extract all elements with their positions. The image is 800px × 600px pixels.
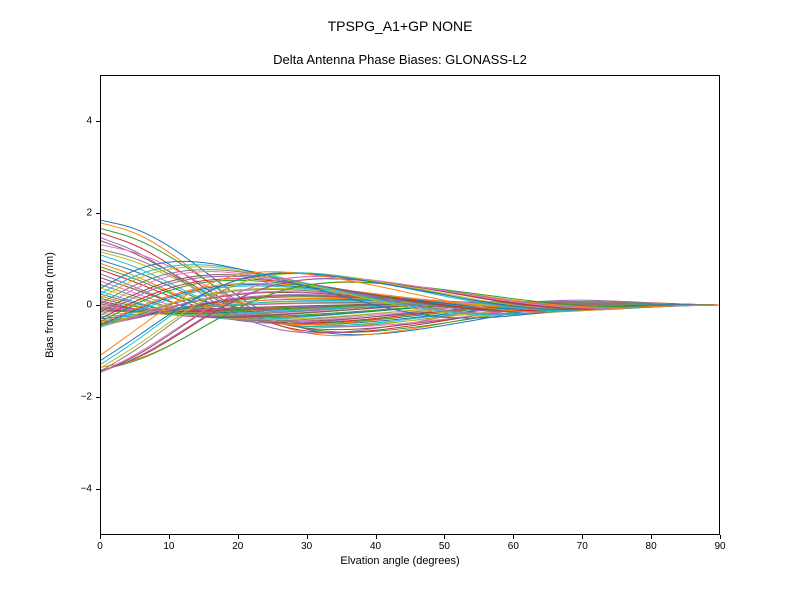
y-tick-mark: [96, 121, 100, 122]
y-axis-label: Bias from mean (mm): [44, 252, 56, 358]
x-tick-label: 60: [508, 541, 519, 552]
x-tick-label: 20: [232, 541, 243, 552]
x-tick-label: 90: [714, 541, 725, 552]
x-tick-mark: [582, 535, 583, 539]
x-tick-mark: [651, 535, 652, 539]
y-tick-label: 4: [86, 116, 92, 127]
y-tick-mark: [96, 305, 100, 306]
chart-title: Delta Antenna Phase Biases: GLONASS-L2: [0, 52, 800, 67]
y-tick-label: −2: [81, 392, 92, 403]
x-tick-label: 30: [301, 541, 312, 552]
y-tick-label: 2: [86, 208, 92, 219]
x-tick-mark: [169, 535, 170, 539]
x-tick-mark: [720, 535, 721, 539]
plot-svg: [101, 76, 719, 534]
xlabel-text: Elvation angle (degrees): [340, 555, 459, 567]
x-tick-mark: [513, 535, 514, 539]
x-tick-label: 50: [439, 541, 450, 552]
y-tick-mark: [96, 213, 100, 214]
x-tick-mark: [376, 535, 377, 539]
x-tick-mark: [100, 535, 101, 539]
plot-area: [100, 75, 720, 535]
x-tick-label: 80: [646, 541, 657, 552]
x-axis-label: Elvation angle (degrees): [0, 555, 800, 567]
x-tick-mark: [238, 535, 239, 539]
x-tick-label: 40: [370, 541, 381, 552]
x-tick-mark: [307, 535, 308, 539]
y-tick-mark: [96, 489, 100, 490]
suptitle-text: TPSPG_A1+GP NONE: [328, 18, 473, 34]
chart-suptitle: TPSPG_A1+GP NONE: [0, 18, 800, 34]
x-tick-label: 10: [163, 541, 174, 552]
x-tick-label: 0: [97, 541, 103, 552]
x-tick-mark: [444, 535, 445, 539]
x-tick-label: 70: [577, 541, 588, 552]
y-tick-label: 0: [86, 300, 92, 311]
title-text: Delta Antenna Phase Biases: GLONASS-L2: [273, 52, 527, 67]
ylabel-text: Bias from mean (mm): [44, 252, 56, 358]
y-tick-mark: [96, 397, 100, 398]
y-tick-label: −4: [81, 484, 92, 495]
